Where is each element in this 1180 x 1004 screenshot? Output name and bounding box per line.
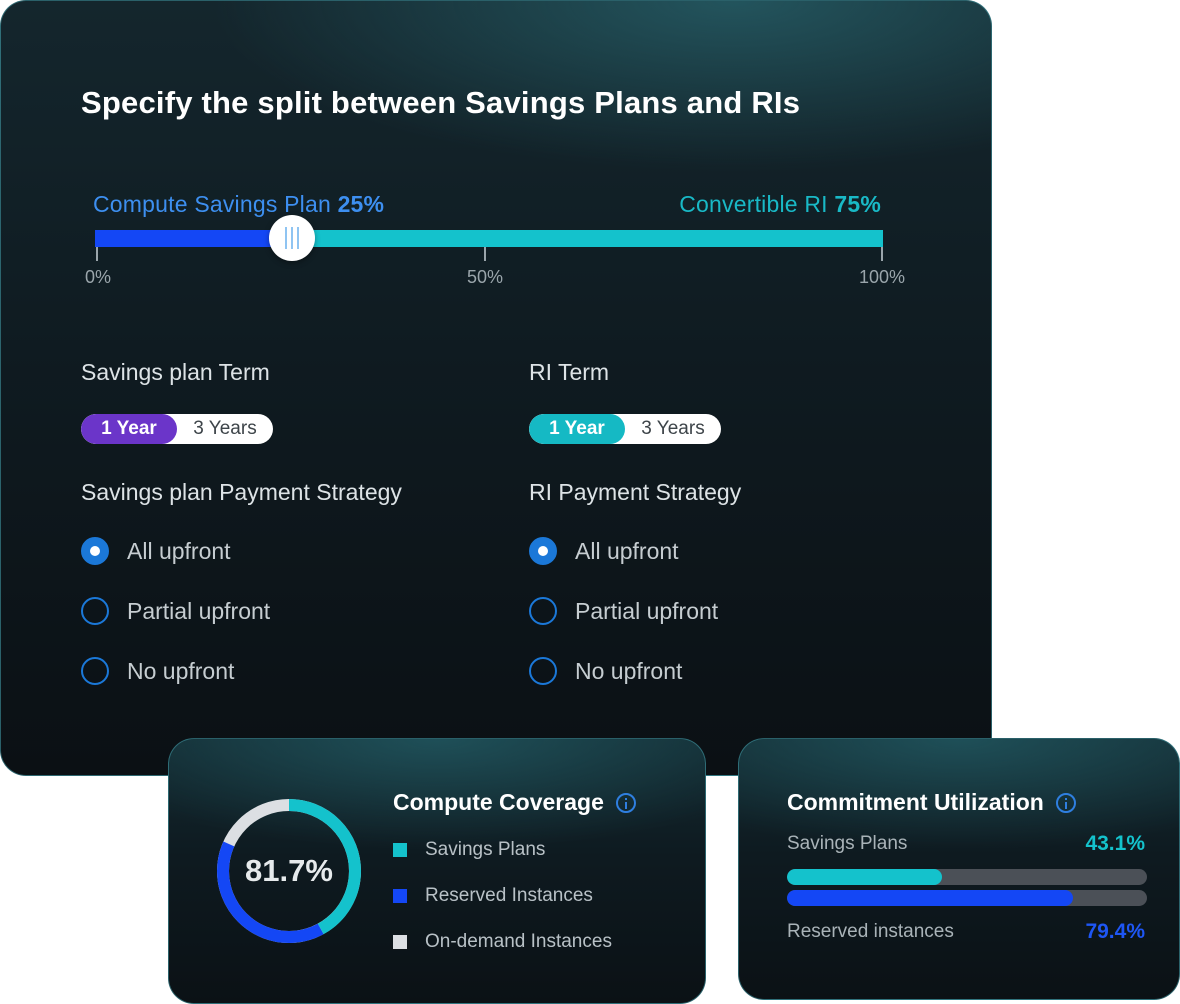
- coverage-donut: [217, 799, 361, 943]
- commitment-utilization-card: Commitment Utilization Savings Plans 43.…: [738, 738, 1180, 1000]
- sp-payment-all-upfront[interactable]: All upfront: [81, 537, 231, 565]
- savings-plan-term-1-year[interactable]: 1 Year: [81, 414, 177, 444]
- page-title: Specify the split between Savings Plans …: [81, 85, 801, 120]
- split-config-card: Specify the split between Savings Plans …: [0, 0, 992, 776]
- radio-unchecked-icon[interactable]: [529, 657, 557, 685]
- slider-tick: [96, 247, 98, 261]
- slider-tick: [881, 247, 883, 261]
- legend-label: Reserved Instances: [425, 885, 593, 906]
- info-icon[interactable]: [1055, 792, 1076, 813]
- coverage-percent: 81.7%: [245, 853, 333, 888]
- donut-savings-segment: [217, 799, 361, 943]
- slider-right-label: Convertible RI 75%: [679, 191, 881, 218]
- grip-line-icon: [285, 227, 287, 249]
- savings-plan-term-toggle[interactable]: 1 Year 3 Years: [81, 414, 273, 444]
- legend-swatch: [393, 889, 407, 903]
- slider-tick-label: 0%: [84, 267, 112, 287]
- info-icon[interactable]: [615, 792, 636, 813]
- donut-reserved-segment: [217, 799, 361, 943]
- utilization-savings-value: 43.1%: [1085, 832, 1145, 855]
- radio-label: Partial upfront: [575, 597, 719, 624]
- radio-label: All upfront: [127, 537, 231, 564]
- coverage-title-row: Compute Coverage: [393, 789, 636, 816]
- legend-label: On-demand Instances: [425, 931, 612, 952]
- radio-unchecked-icon[interactable]: [81, 597, 109, 625]
- ri-share-label: Convertible RI: [679, 191, 828, 217]
- utilization-title-row: Commitment Utilization: [787, 789, 1076, 816]
- ri-term-label: RI Term: [529, 359, 610, 385]
- radio-label: No upfront: [575, 657, 683, 684]
- radio-checked-icon[interactable]: [529, 537, 557, 565]
- coverage-title: Compute Coverage: [393, 789, 604, 815]
- utilization-reserved-value: 79.4%: [1085, 920, 1145, 943]
- ri-payment-no-upfront[interactable]: No upfront: [529, 657, 682, 685]
- grip-line-icon: [297, 227, 299, 249]
- legend-swatch: [393, 935, 407, 949]
- savings-plan-payment-label: Savings plan Payment Strategy: [81, 479, 402, 505]
- split-slider-handle[interactable]: [269, 215, 315, 261]
- slider-left-label: Compute Savings Plan 25%: [93, 191, 384, 218]
- utilization-savings-bar: [787, 869, 1147, 885]
- ri-term-3-years[interactable]: 3 Years: [641, 418, 705, 439]
- slider-tick: [484, 247, 486, 261]
- utilization-reserved-label: Reserved instances: [787, 921, 954, 942]
- savings-plan-share-label: Compute Savings Plan: [93, 191, 331, 217]
- radio-label: No upfront: [127, 657, 235, 684]
- radio-checked-icon[interactable]: [81, 537, 109, 565]
- slider-tick-label: 50%: [466, 267, 504, 287]
- radio-unchecked-icon[interactable]: [529, 597, 557, 625]
- utilization-savings-bar-fill: [787, 869, 943, 885]
- ri-payment-label: RI Payment Strategy: [529, 479, 742, 505]
- grip-line-icon: [291, 227, 293, 249]
- legend-item: Reserved Instances: [393, 885, 593, 907]
- split-slider-fill: [95, 230, 292, 247]
- utilization-reserved-bar-fill: [787, 890, 1073, 906]
- split-slider-track[interactable]: [95, 230, 883, 247]
- savings-plan-term-label: Savings plan Term: [81, 359, 270, 385]
- radio-label: All upfront: [575, 537, 679, 564]
- savings-plan-share-value: 25%: [337, 191, 385, 217]
- legend-item: Savings Plans: [393, 839, 545, 861]
- ri-term-1-year[interactable]: 1 Year: [529, 414, 625, 444]
- legend-swatch: [393, 843, 407, 857]
- ri-share-value: 75%: [834, 191, 881, 217]
- legend-item: On-demand Instances: [393, 931, 612, 953]
- radio-label: Partial upfront: [127, 597, 271, 624]
- ri-term-toggle[interactable]: 1 Year 3 Years: [529, 414, 721, 444]
- utilization-reserved-bar: [787, 890, 1147, 906]
- sp-payment-partial-upfront[interactable]: Partial upfront: [81, 597, 270, 625]
- savings-plan-term-3-years[interactable]: 3 Years: [193, 418, 257, 439]
- sp-payment-no-upfront[interactable]: No upfront: [81, 657, 234, 685]
- utilization-title: Commitment Utilization: [787, 789, 1044, 815]
- ri-payment-all-upfront[interactable]: All upfront: [529, 537, 679, 565]
- utilization-savings-label: Savings Plans: [787, 833, 908, 854]
- slider-tick-label: 100%: [858, 267, 906, 287]
- radio-unchecked-icon[interactable]: [81, 657, 109, 685]
- compute-coverage-card: 81.7% Compute Coverage Savings Plans Res…: [168, 738, 706, 1004]
- ri-payment-partial-upfront[interactable]: Partial upfront: [529, 597, 718, 625]
- legend-label: Savings Plans: [425, 839, 546, 860]
